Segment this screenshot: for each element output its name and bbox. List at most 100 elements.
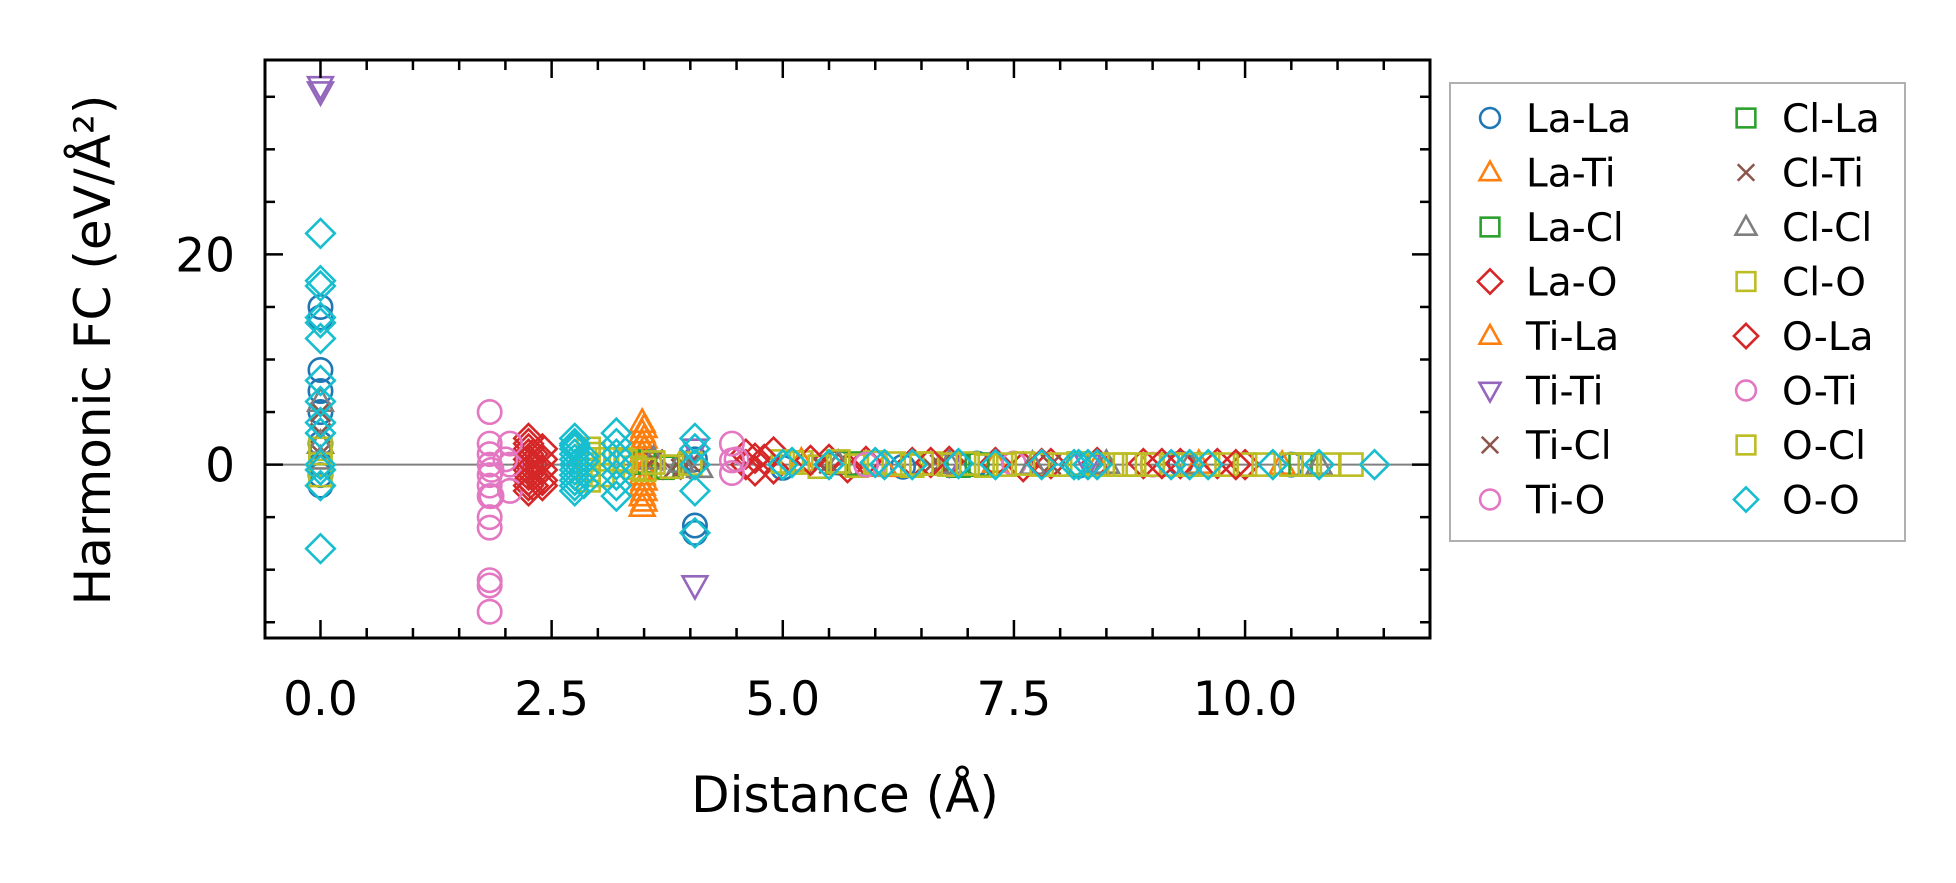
point-o-o — [304, 306, 337, 339]
legend-label: La-O — [1526, 261, 1617, 306]
point-o-o — [678, 516, 712, 550]
legend-item: O-Ti — [1734, 370, 1858, 415]
point-la-o — [1007, 450, 1040, 483]
point-ti-cl — [309, 401, 332, 423]
legend-item: O-La — [1732, 315, 1873, 360]
point-o-la — [1219, 448, 1252, 481]
legend-marker — [1733, 213, 1759, 236]
point-cl-o — [992, 452, 1018, 477]
legend-frame — [1449, 82, 1906, 542]
point-la-la — [307, 357, 334, 384]
point-ti-o — [718, 430, 745, 457]
point-cl-o — [936, 452, 962, 477]
point-o-o — [304, 453, 337, 486]
point-la-o — [526, 453, 559, 486]
legend-marker — [1734, 379, 1758, 402]
point-o-o — [600, 458, 633, 492]
point-ti-o — [497, 451, 524, 478]
point-ti-ti — [680, 575, 710, 602]
x-tick-label: 7.5 — [977, 672, 1052, 727]
x-tick-label: 10.0 — [1193, 672, 1298, 727]
point-cl-o — [1214, 452, 1239, 477]
point-ti-o — [476, 598, 503, 625]
point-o-o — [558, 469, 591, 502]
point-cl-o — [1195, 452, 1221, 477]
point-cl-o — [308, 462, 333, 488]
point-ti-la — [629, 475, 659, 502]
point-ti-o — [476, 472, 503, 499]
point-cl-o — [881, 451, 907, 476]
legend-marker — [1476, 267, 1504, 296]
point-ti-o — [476, 567, 503, 594]
point-o-o — [600, 448, 633, 481]
legend-item: Cl-O — [1735, 261, 1866, 306]
point-ti-o — [476, 399, 503, 426]
point-o-ti — [478, 483, 505, 510]
point-la-o — [1228, 448, 1262, 481]
legend-label: Cl-O — [1782, 261, 1866, 306]
legend-marker — [1477, 158, 1503, 182]
point-la-la — [307, 304, 334, 331]
point-o-o — [600, 437, 633, 471]
point-cl-cl — [666, 446, 696, 473]
y-tick-label: 20 — [175, 228, 235, 283]
legend-label: Cl-Cl — [1782, 206, 1872, 251]
point-o-cl — [909, 451, 934, 476]
point-o-cl — [779, 450, 805, 475]
axes: 0.0 2.5 5.0 7.5 10.0 0 20 — [175, 58, 1432, 727]
point-la-o — [729, 448, 762, 481]
legend-marker — [1477, 381, 1503, 405]
point-o-o — [304, 322, 337, 355]
legend-marker — [1478, 106, 1502, 130]
y-tick-label: 0 — [205, 439, 235, 494]
point-o-o — [558, 453, 591, 486]
point-o-la — [748, 443, 781, 476]
point-cl-o — [1339, 452, 1364, 477]
point-o-o — [600, 427, 633, 460]
legend-label: O-Ti — [1782, 370, 1858, 415]
point-o-o — [304, 448, 337, 481]
legend-label: Cl-Ti — [1782, 152, 1864, 197]
point-la-o — [512, 422, 545, 455]
point-o-o — [304, 469, 337, 502]
point-o-o — [859, 446, 892, 479]
point-la-o — [831, 451, 864, 484]
legend-label: La-Cl — [1526, 206, 1624, 251]
legend-label: Ti-La — [1525, 315, 1619, 360]
point-cl-o — [1010, 451, 1036, 476]
point-ti-o — [476, 504, 503, 531]
legend-label: O-Cl — [1782, 424, 1866, 469]
point-la-o — [1034, 447, 1068, 480]
point-ti-ti — [305, 81, 336, 108]
point-ti-o — [476, 514, 503, 541]
point-cl-cl — [305, 385, 336, 412]
plot-area — [265, 75, 1430, 625]
legend-item: Cl-Ti — [1736, 152, 1864, 197]
legend-marker — [1478, 488, 1502, 511]
x-tick-label: 0.0 — [283, 672, 358, 727]
point-la-la — [307, 399, 334, 426]
point-cl-o — [1084, 452, 1110, 477]
legend-item: O-O — [1732, 479, 1860, 524]
point-o-o — [558, 432, 591, 465]
point-o-o — [304, 532, 337, 565]
legend-marker — [1732, 485, 1760, 514]
point-cl-o — [1158, 452, 1184, 477]
axes-frame — [263, 58, 1432, 640]
point-cl-o — [1278, 452, 1304, 477]
point-cl-o — [899, 453, 925, 479]
point-la-o — [757, 435, 790, 469]
point-o-o — [1071, 448, 1105, 481]
legend-marker — [1477, 322, 1503, 346]
point-la-o — [526, 443, 559, 476]
point-cl-o — [640, 450, 666, 475]
point-o-o — [775, 446, 809, 479]
point-la-la — [681, 512, 708, 539]
point-o-o — [304, 217, 337, 250]
point-o-o — [567, 467, 601, 500]
point-o-ti — [492, 446, 519, 473]
point-ti-o — [497, 430, 524, 457]
legend-item: La-O — [1476, 261, 1617, 306]
point-o-o — [600, 479, 633, 513]
point-la-o — [526, 432, 559, 465]
